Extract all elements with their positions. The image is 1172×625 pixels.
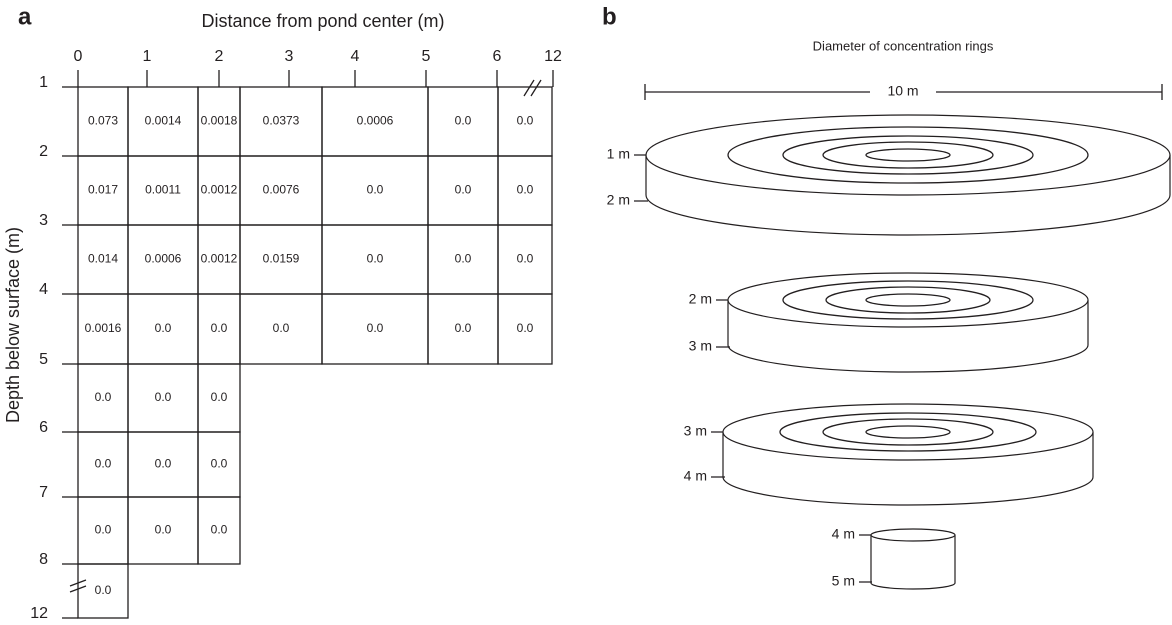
cell-value: 0.0	[155, 321, 172, 335]
x-tick-label: 5	[422, 48, 431, 65]
cell-value: 0.0	[455, 252, 472, 266]
cell-value: 0.0	[367, 252, 384, 266]
figure: a Distance from pond center (m) Depth be…	[0, 0, 1172, 625]
depth-label: 5 m	[832, 573, 855, 589]
cell-value: 0.0006	[145, 252, 182, 266]
cell-value: 0.0	[367, 183, 384, 197]
axis-break	[524, 80, 541, 96]
depth-label: 3 m	[689, 338, 712, 354]
diameter-label: 10 m	[887, 83, 918, 99]
cell-value: 0.0	[155, 390, 172, 404]
cell-value: 0.0	[517, 114, 534, 128]
y-tick-label: 12	[30, 605, 48, 622]
cell-value: 0.0	[211, 321, 228, 335]
depth-label: 2 m	[607, 192, 630, 208]
x-tick-label: 4	[351, 48, 360, 65]
cell-value: 0.0	[367, 321, 384, 335]
cell-value: 0.0	[211, 523, 228, 537]
y-tick-label: 2	[39, 143, 48, 160]
x-axis-title: Distance from pond center (m)	[201, 11, 444, 31]
x-tick-label: 3	[285, 48, 294, 65]
cell-value: 0.0014	[145, 114, 182, 128]
cell-value: 0.0	[455, 321, 472, 335]
cell-value: 0.0016	[85, 321, 122, 335]
panel-label: a	[18, 3, 32, 30]
y-tick-label: 4	[39, 281, 48, 298]
tick	[859, 535, 872, 582]
cell-value: 0.0	[211, 457, 228, 471]
cell-value: 0.0	[517, 183, 534, 197]
cell-value: 0.0	[95, 457, 112, 471]
y-axis-title: Depth below surface (m)	[3, 227, 23, 423]
depth-label: 3 m	[684, 423, 707, 439]
y-tick-label: 7	[39, 484, 48, 501]
cell-value: 0.0373	[263, 114, 300, 128]
cell-value: 0.0006	[357, 114, 394, 128]
y-tick-label: 6	[39, 419, 48, 436]
cell-value: 0.0	[95, 583, 112, 597]
cell-value: 0.014	[88, 252, 118, 266]
diagram-title: Diameter of concentration rings	[813, 38, 994, 53]
cell-value: 0.073	[88, 114, 118, 128]
y-tick-label: 8	[39, 551, 48, 568]
cell-value: 0.0	[517, 252, 534, 266]
cell-value: 0.0012	[201, 252, 238, 266]
x-tick-label: 6	[493, 48, 502, 65]
depth-label: 4 m	[832, 526, 855, 542]
cell-value: 0.0	[155, 457, 172, 471]
y-tick-label: 5	[39, 351, 48, 368]
cell-value: 0.0159	[263, 252, 300, 266]
cell-value: 0.0011	[145, 183, 181, 197]
cell-value: 0.0	[455, 183, 472, 197]
cell-value: 0.0	[95, 523, 112, 537]
cell-value: 0.0	[455, 114, 472, 128]
disc	[871, 535, 955, 589]
y-tick-label: 3	[39, 212, 48, 229]
y-tick-label: 1	[39, 74, 48, 91]
x-tick-label: 2	[215, 48, 224, 65]
cell-value: 0.0	[155, 523, 172, 537]
cell-value: 0.0018	[201, 114, 238, 128]
disc-top	[871, 529, 955, 541]
x-tick-label: 12	[544, 48, 562, 65]
depth-label: 2 m	[689, 291, 712, 307]
cell-value: 0.0076	[263, 183, 300, 197]
panel-label: b	[602, 3, 617, 30]
cell-value: 0.0	[95, 390, 112, 404]
cell-value: 0.0	[517, 321, 534, 335]
x-tick-label: 1	[143, 48, 152, 65]
depth-label: 1 m	[607, 146, 630, 162]
cell-value: 0.017	[88, 183, 118, 197]
x-tick-label: 0	[74, 48, 83, 65]
cell-value: 0.0	[273, 321, 290, 335]
depth-label: 4 m	[684, 468, 707, 484]
cell-value: 0.0012	[201, 183, 238, 197]
cell-value: 0.0	[211, 390, 228, 404]
